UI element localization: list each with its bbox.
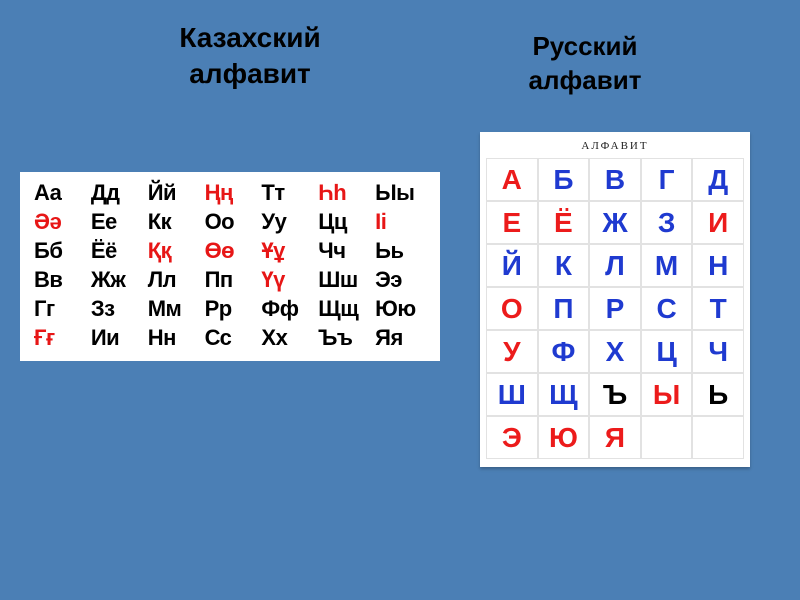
kazakh-letter-cell: Лл bbox=[148, 267, 201, 293]
russian-letter-cell: Ж bbox=[589, 201, 641, 244]
russian-letter-cell: Ш bbox=[486, 373, 538, 416]
kazakh-letter-cell: Әә bbox=[34, 209, 87, 235]
kazakh-letter-cell: Һһ bbox=[318, 180, 371, 206]
russian-letter-cell: П bbox=[538, 287, 590, 330]
russian-letter-cell: Е bbox=[486, 201, 538, 244]
russian-letter-cell: Ч bbox=[692, 330, 744, 373]
russian-letter-cell: Ф bbox=[538, 330, 590, 373]
russian-letter-cell: Л bbox=[589, 244, 641, 287]
russian-letter-cell: Щ bbox=[538, 373, 590, 416]
russian-alphabet-grid: АБВГД ЕЁЖЗИ ЙКЛМН ОПРСТ УФХЦЧ ШЩЪЫЬ ЭЮЯ bbox=[486, 158, 744, 459]
kazakh-letter-cell: Кк bbox=[148, 209, 201, 235]
kazakh-letter-cell: Жж bbox=[91, 267, 144, 293]
kazakh-letter-cell: Дд bbox=[91, 180, 144, 206]
russian-letter-cell: Н bbox=[692, 244, 744, 287]
russian-letter-cell bbox=[641, 416, 693, 459]
kazakh-letter-cell: Фф bbox=[261, 296, 314, 322]
kazakh-letter-cell: Зз bbox=[91, 296, 144, 322]
kazakh-letter-cell: Ии bbox=[91, 325, 144, 351]
russian-panel-title: АЛФАВИТ bbox=[486, 138, 744, 158]
kazakh-alphabet-grid: АаДдЙйҢңТтҺһЫы ӘәЕеКкОоУуЦцІі БбЁёҚқӨөҰұЧч… bbox=[34, 180, 428, 351]
russian-letter-cell: И bbox=[692, 201, 744, 244]
russian-letter-cell: Ю bbox=[538, 416, 590, 459]
kazakh-letter-cell: Щщ bbox=[318, 296, 371, 322]
russian-alphabet-panel: АЛФАВИТ АБВГД ЕЁЖЗИ ЙКЛМН ОПРСТ УФХЦЧ ШЩЪЫЬ ЭЮ… bbox=[480, 132, 750, 467]
russian-letter-cell: Д bbox=[692, 158, 744, 201]
kazakh-letter-cell: Ьь bbox=[375, 238, 428, 264]
kazakh-letter-cell: Өө bbox=[205, 238, 258, 264]
kazakh-letter-cell: Ыы bbox=[375, 180, 428, 206]
russian-letter-cell: Я bbox=[589, 416, 641, 459]
russian-letter-cell: Г bbox=[641, 158, 693, 201]
russian-letter-cell: В bbox=[589, 158, 641, 201]
kazakh-letter-cell: Шш bbox=[318, 267, 371, 293]
kazakh-letter-cell: Ңң bbox=[205, 180, 258, 206]
russian-letter-cell bbox=[692, 416, 744, 459]
russian-letter-cell: Ц bbox=[641, 330, 693, 373]
kazakh-letter-cell: Ъъ bbox=[318, 325, 371, 351]
russian-letter-cell: Б bbox=[538, 158, 590, 201]
russian-heading: Русский алфавит bbox=[485, 30, 685, 98]
kazakh-letter-cell: Йй bbox=[148, 180, 201, 206]
russian-letter-cell: К bbox=[538, 244, 590, 287]
kazakh-letter-cell: Уу bbox=[261, 209, 314, 235]
russian-letter-cell: У bbox=[486, 330, 538, 373]
kazakh-letter-cell: Рр bbox=[205, 296, 258, 322]
kazakh-letter-cell: Яя bbox=[375, 325, 428, 351]
kazakh-letter-cell: Бб bbox=[34, 238, 87, 264]
kazakh-letter-cell: Іі bbox=[375, 209, 428, 235]
kazakh-letter-cell: Ғғ bbox=[34, 325, 87, 351]
russian-letter-cell: Ъ bbox=[589, 373, 641, 416]
kazakh-letter-cell: Ұұ bbox=[261, 238, 314, 264]
kazakh-letter-cell: Ққ bbox=[148, 238, 201, 264]
kazakh-letter-cell: Юю bbox=[375, 296, 428, 322]
kazakh-letter-cell: Оо bbox=[205, 209, 258, 235]
russian-letter-cell: Й bbox=[486, 244, 538, 287]
russian-letter-cell: Ё bbox=[538, 201, 590, 244]
russian-letter-cell: Ы bbox=[641, 373, 693, 416]
russian-letter-cell: А bbox=[486, 158, 538, 201]
kazakh-letter-cell: Ээ bbox=[375, 267, 428, 293]
kazakh-letter-cell: Цц bbox=[318, 209, 371, 235]
russian-letter-cell: Ь bbox=[692, 373, 744, 416]
kazakh-letter-cell: Ее bbox=[91, 209, 144, 235]
kazakh-letter-cell: Пп bbox=[205, 267, 258, 293]
russian-letter-cell: М bbox=[641, 244, 693, 287]
russian-letter-cell: Т bbox=[692, 287, 744, 330]
kazakh-letter-cell: Нн bbox=[148, 325, 201, 351]
kazakh-alphabet-panel: АаДдЙйҢңТтҺһЫы ӘәЕеКкОоУуЦцІі БбЁёҚқӨөҰұЧч… bbox=[20, 172, 440, 361]
russian-letter-cell: С bbox=[641, 287, 693, 330]
kazakh-heading: Казахский алфавит bbox=[130, 20, 370, 93]
kazakh-letter-cell: Чч bbox=[318, 238, 371, 264]
kazakh-letter-cell: Ёё bbox=[91, 238, 144, 264]
russian-letter-cell: Х bbox=[589, 330, 641, 373]
russian-letter-cell: Р bbox=[589, 287, 641, 330]
kazakh-letter-cell: Сс bbox=[205, 325, 258, 351]
kazakh-letter-cell: Вв bbox=[34, 267, 87, 293]
russian-letter-cell: Э bbox=[486, 416, 538, 459]
kazakh-letter-cell: Мм bbox=[148, 296, 201, 322]
russian-letter-cell: О bbox=[486, 287, 538, 330]
russian-letter-cell: З bbox=[641, 201, 693, 244]
kazakh-letter-cell: Тт bbox=[261, 180, 314, 206]
kazakh-letter-cell: Аа bbox=[34, 180, 87, 206]
kazakh-letter-cell: Гг bbox=[34, 296, 87, 322]
kazakh-letter-cell: Үү bbox=[261, 267, 314, 293]
kazakh-letter-cell: Хх bbox=[261, 325, 314, 351]
